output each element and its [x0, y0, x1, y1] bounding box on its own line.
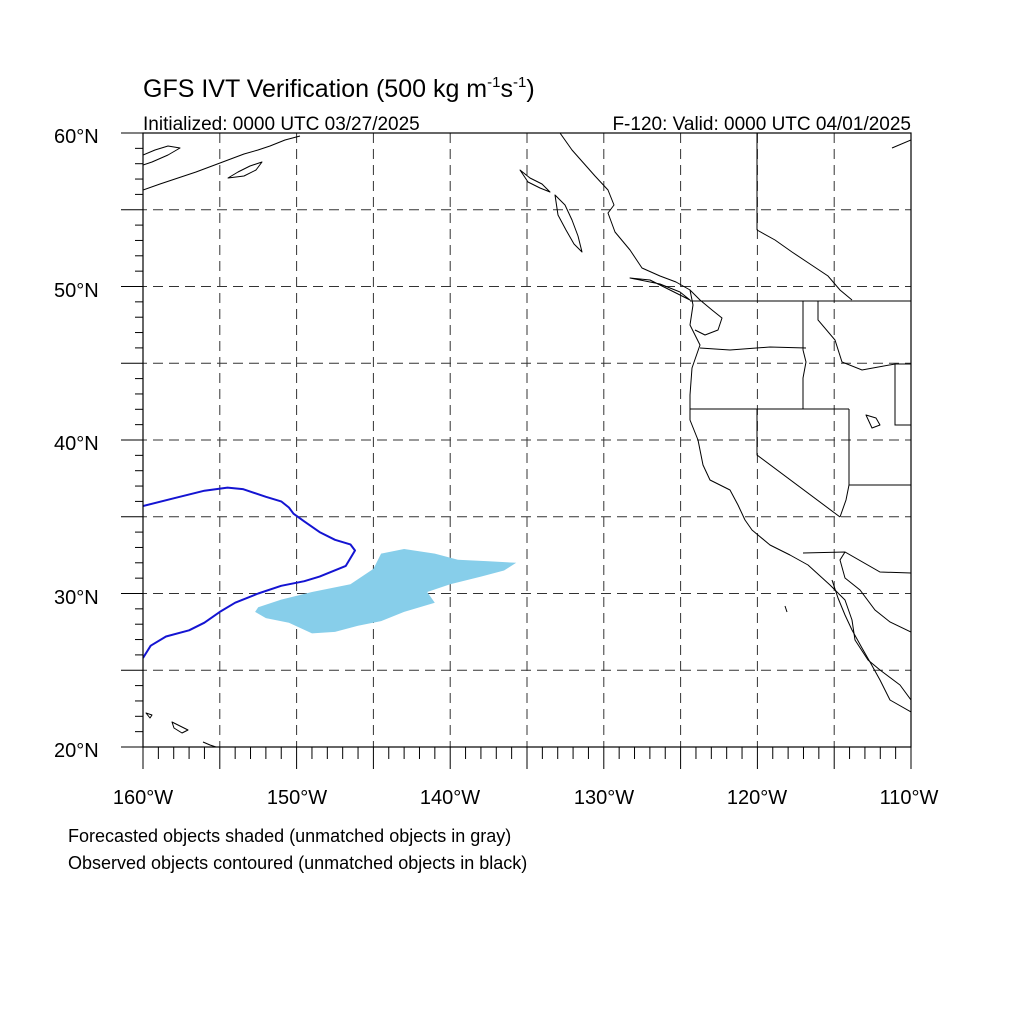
- initialized-time: Initialized: 0000 UTC 03/27/2025: [143, 114, 420, 135]
- legend-observed-note: Observed objects contoured (unmatched ob…: [68, 853, 527, 873]
- valid-time: F-120: Valid: 0000 UTC 04/01/2025: [612, 114, 911, 135]
- lon-label-160w: 160°W: [113, 787, 173, 809]
- map-title: GFS IVT Verification (500 kg m-1s-1): [143, 74, 535, 103]
- lon-label-150w: 150°W: [267, 787, 327, 809]
- latitude-labels: 60°N 50°N 40°N 30°N 20°N: [54, 126, 99, 762]
- lat-lon-gridlines: [143, 133, 911, 747]
- longitude-labels: 160°W 150°W 140°W 130°W 120°W 110°W: [113, 787, 939, 809]
- lat-label-60n: 60°N: [54, 126, 99, 148]
- map-area: [121, 132, 912, 769]
- forecast-ivt-object: [255, 549, 517, 634]
- lat-label-30n: 30°N: [54, 587, 99, 609]
- lon-label-110w: 110°W: [880, 787, 939, 809]
- lat-label-20n: 20°N: [54, 740, 99, 762]
- lon-label-140w: 140°W: [420, 787, 480, 809]
- lat-label-50n: 50°N: [54, 280, 99, 302]
- coastlines: [143, 133, 911, 747]
- legend-forecast-note: Forecasted objects shaded (unmatched obj…: [68, 826, 511, 846]
- lat-label-40n: 40°N: [54, 433, 99, 455]
- lon-label-120w: 120°W: [727, 787, 787, 809]
- observed-ivt-contour: [143, 486, 356, 659]
- lon-label-130w: 130°W: [574, 787, 634, 809]
- axis-ticks: [121, 132, 912, 769]
- political-borders: [690, 133, 911, 633]
